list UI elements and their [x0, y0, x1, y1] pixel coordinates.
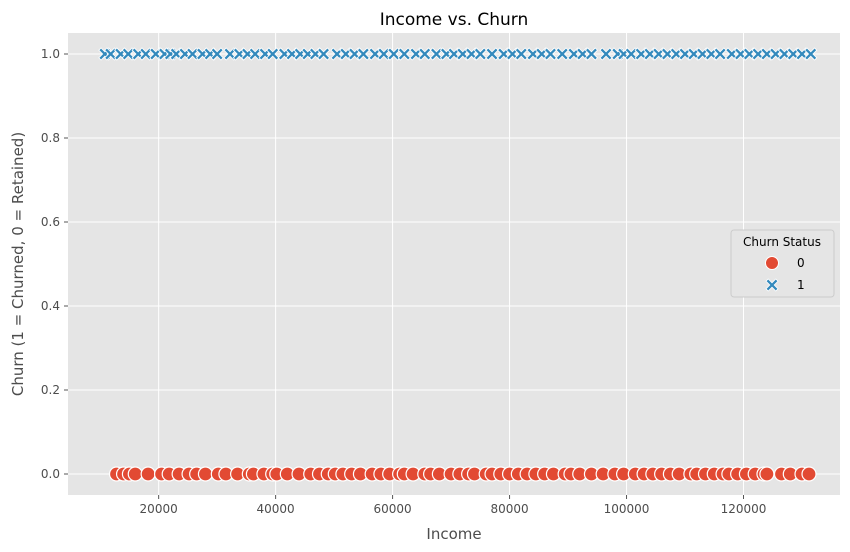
- legend-marker-x: [765, 278, 779, 292]
- data-point: [759, 466, 775, 482]
- data-point: [804, 47, 818, 61]
- legend-entry-1: 1: [765, 278, 805, 292]
- tick-labels: 20000 40000 60000 80000 100000 120000 0.0 0.2 0.…: [41, 47, 767, 516]
- y-tick-label: 0.2: [41, 383, 60, 397]
- x-tick-label: 120000: [721, 502, 767, 516]
- plot-area: [68, 33, 840, 495]
- data-point: [127, 466, 143, 482]
- y-tick-label: 0.8: [41, 131, 60, 145]
- legend-label: 0: [797, 256, 805, 270]
- data-point: [210, 47, 224, 61]
- y-tick-label: 0.6: [41, 215, 60, 229]
- legend-title: Churn Status: [743, 235, 821, 249]
- legend-box: [730, 229, 835, 298]
- legend-marker-circle: [765, 256, 779, 270]
- y-tick-label: 1.0: [41, 47, 60, 61]
- chart-title: Income vs. Churn: [380, 10, 529, 30]
- data-point: [584, 47, 599, 61]
- data-point: [140, 466, 156, 482]
- x-tick-label: 40000: [257, 502, 295, 516]
- data-point: [801, 466, 817, 482]
- x-tick-label: 20000: [140, 502, 178, 516]
- legend-label: 1: [797, 278, 805, 292]
- y-tick-label: 0.4: [41, 299, 60, 313]
- y-tick-label: 0.0: [41, 467, 60, 481]
- data-points: [98, 47, 818, 482]
- y-axis-title: Churn (1 = Churned, 0 = Retained): [9, 132, 27, 396]
- legend: Churn Status 0 1: [730, 229, 835, 298]
- data-point: [197, 466, 214, 482]
- legend-entry-0: 0: [765, 256, 805, 270]
- x-tick-label: 60000: [373, 502, 411, 516]
- x-tick-label: 80000: [490, 502, 528, 516]
- x-axis-title: Income: [426, 525, 481, 543]
- x-tick-label: 100000: [604, 502, 650, 516]
- data-point: [317, 47, 331, 61]
